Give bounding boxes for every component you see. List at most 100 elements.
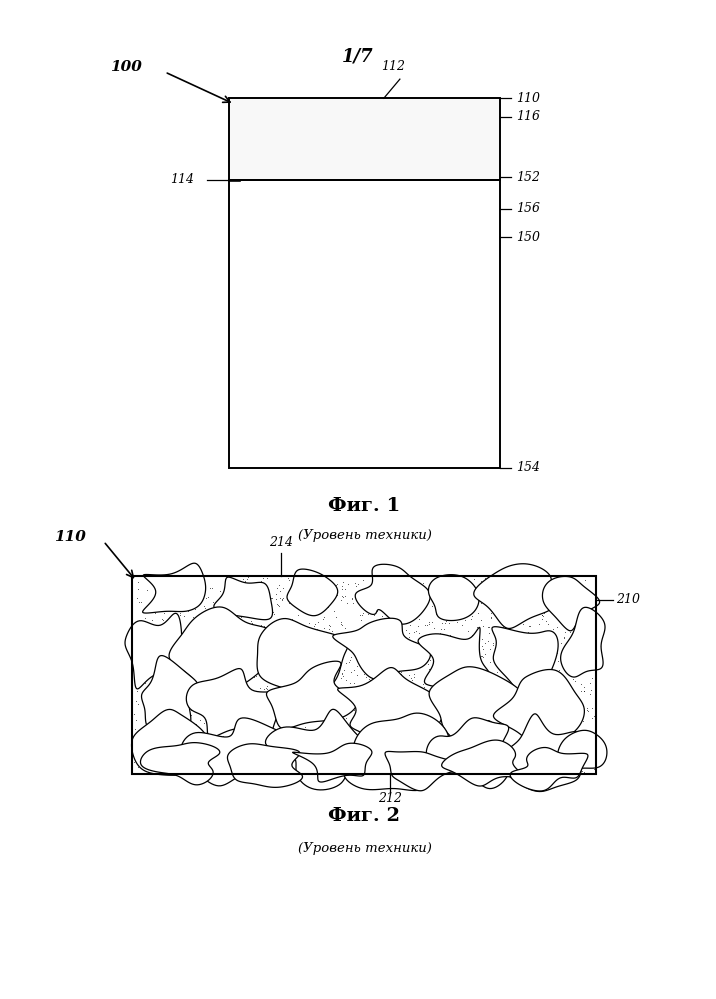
Point bbox=[585, 625, 596, 641]
Point bbox=[163, 713, 175, 729]
Point bbox=[525, 637, 536, 653]
Point bbox=[508, 719, 519, 735]
Point bbox=[157, 712, 168, 728]
Point bbox=[561, 582, 573, 598]
Point bbox=[397, 595, 409, 611]
Point bbox=[376, 754, 387, 770]
Point bbox=[435, 753, 446, 769]
Point bbox=[571, 581, 582, 597]
Point bbox=[369, 677, 381, 693]
Point bbox=[206, 662, 218, 678]
Point bbox=[520, 739, 531, 755]
Point bbox=[346, 751, 357, 767]
Point bbox=[526, 717, 537, 733]
Point bbox=[392, 611, 404, 627]
Point bbox=[184, 733, 195, 749]
Point bbox=[410, 649, 422, 665]
Point bbox=[540, 715, 551, 731]
Point bbox=[576, 603, 588, 619]
Point bbox=[488, 724, 499, 740]
Point bbox=[226, 679, 237, 695]
Point bbox=[185, 732, 197, 748]
Point bbox=[279, 659, 291, 675]
Point bbox=[303, 712, 314, 728]
Point bbox=[480, 708, 492, 724]
Point bbox=[214, 664, 226, 680]
Point bbox=[520, 585, 531, 601]
Point bbox=[293, 607, 304, 623]
Point bbox=[339, 683, 351, 699]
Point bbox=[309, 624, 321, 640]
Point bbox=[407, 671, 418, 687]
Polygon shape bbox=[140, 742, 220, 785]
Point bbox=[217, 640, 228, 656]
Point bbox=[352, 575, 364, 591]
Point bbox=[298, 726, 309, 742]
Point bbox=[257, 570, 268, 586]
Point bbox=[218, 715, 229, 731]
Point bbox=[263, 617, 274, 633]
Point bbox=[552, 680, 563, 696]
Point bbox=[329, 653, 341, 669]
Point bbox=[357, 605, 369, 621]
Point bbox=[559, 722, 571, 738]
Point bbox=[293, 684, 304, 700]
Point bbox=[546, 642, 557, 658]
Point bbox=[377, 617, 388, 633]
Point bbox=[576, 590, 587, 606]
Point bbox=[532, 675, 543, 691]
Point bbox=[252, 665, 263, 681]
Point bbox=[135, 594, 146, 610]
Point bbox=[163, 660, 175, 676]
Point bbox=[419, 687, 430, 703]
Point bbox=[455, 730, 467, 746]
Point bbox=[309, 617, 320, 633]
Point bbox=[199, 646, 211, 662]
Point bbox=[326, 757, 337, 773]
Point bbox=[255, 699, 266, 715]
Point bbox=[165, 573, 176, 589]
Point bbox=[541, 653, 552, 669]
Point bbox=[183, 664, 194, 680]
Point bbox=[258, 654, 270, 670]
Point bbox=[190, 724, 202, 740]
Point bbox=[276, 591, 287, 607]
Point bbox=[375, 666, 387, 682]
Point bbox=[584, 674, 596, 690]
Point bbox=[337, 665, 348, 681]
Point bbox=[138, 616, 150, 632]
Point bbox=[304, 663, 315, 679]
Point bbox=[562, 591, 574, 607]
Point bbox=[589, 725, 600, 741]
Point bbox=[552, 652, 563, 668]
Point bbox=[188, 738, 199, 754]
Point bbox=[466, 743, 478, 759]
Point bbox=[436, 614, 448, 630]
Point bbox=[326, 732, 338, 748]
Point bbox=[374, 700, 385, 716]
Polygon shape bbox=[428, 574, 479, 620]
Point bbox=[523, 624, 534, 640]
Point bbox=[142, 754, 153, 770]
Point bbox=[569, 595, 581, 611]
Point bbox=[349, 575, 361, 591]
Point bbox=[548, 737, 560, 753]
Point bbox=[232, 604, 243, 620]
Point bbox=[379, 756, 391, 772]
Point bbox=[548, 603, 560, 619]
Point bbox=[353, 727, 364, 743]
Point bbox=[391, 650, 402, 666]
Point bbox=[203, 715, 214, 731]
Point bbox=[191, 734, 203, 750]
Point bbox=[584, 754, 595, 770]
Point bbox=[571, 718, 583, 734]
Point bbox=[130, 711, 142, 727]
Point bbox=[559, 594, 571, 610]
Point bbox=[452, 643, 463, 659]
Point bbox=[156, 594, 168, 610]
Point bbox=[488, 705, 500, 721]
Point bbox=[470, 651, 481, 667]
Point bbox=[479, 749, 490, 765]
Point bbox=[553, 580, 565, 596]
Point bbox=[230, 654, 241, 670]
